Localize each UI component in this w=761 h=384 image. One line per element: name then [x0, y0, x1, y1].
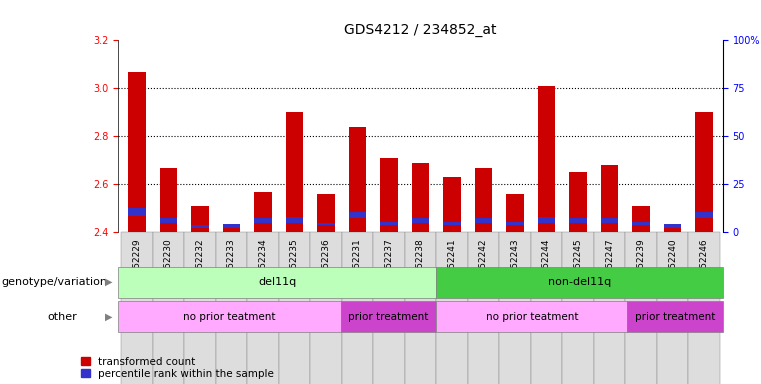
Bar [160, 167, 177, 232]
Bar [626, 232, 657, 384]
Bar [310, 232, 342, 384]
Bar [688, 232, 720, 384]
Bar [436, 232, 468, 384]
Text: ▶: ▶ [105, 277, 113, 287]
Bar [373, 232, 405, 384]
Bar [317, 194, 335, 232]
Bar [184, 232, 215, 384]
Bar [223, 227, 240, 232]
Text: ▶: ▶ [105, 312, 113, 322]
Text: genotype/variation: genotype/variation [2, 277, 107, 287]
Bar [121, 232, 153, 384]
Bar [664, 224, 681, 228]
Bar [468, 232, 499, 384]
Bar [380, 222, 397, 225]
Bar [285, 113, 303, 232]
Bar [279, 232, 310, 384]
Bar [153, 232, 184, 384]
Bar [349, 127, 366, 232]
Bar [191, 225, 209, 228]
Bar [506, 194, 524, 232]
Bar [506, 222, 524, 225]
Bar [475, 218, 492, 223]
Title: GDS4212 / 234852_at: GDS4212 / 234852_at [344, 23, 497, 36]
Bar [247, 232, 279, 384]
Text: other: other [47, 312, 77, 322]
Bar [562, 232, 594, 384]
Bar [569, 172, 587, 232]
Text: prior treatment: prior treatment [635, 312, 715, 322]
Bar [223, 224, 240, 228]
Bar [254, 192, 272, 232]
Legend: transformed count, percentile rank within the sample: transformed count, percentile rank withi… [81, 357, 274, 379]
Bar [594, 232, 626, 384]
Bar [444, 177, 460, 232]
Bar [538, 217, 556, 223]
Text: non-del11q: non-del11q [548, 277, 611, 287]
Bar [317, 223, 335, 225]
Bar [664, 227, 681, 232]
Bar [632, 222, 650, 225]
Bar [632, 206, 650, 232]
Bar [128, 71, 145, 232]
Bar [349, 212, 366, 218]
Bar [696, 212, 713, 218]
Bar [405, 232, 436, 384]
Bar [191, 206, 209, 232]
Bar [475, 167, 492, 232]
Bar [342, 232, 373, 384]
Text: no prior teatment: no prior teatment [183, 312, 275, 322]
Bar [601, 165, 618, 232]
Bar [215, 232, 247, 384]
Bar [569, 218, 587, 223]
Bar [412, 163, 429, 232]
Text: no prior teatment: no prior teatment [486, 312, 578, 322]
Bar [601, 218, 618, 223]
Bar [160, 218, 177, 223]
Bar [657, 232, 688, 384]
Bar [412, 218, 429, 223]
Bar [254, 218, 272, 223]
Text: prior treatment: prior treatment [349, 312, 428, 322]
Bar [444, 222, 460, 225]
Bar [285, 217, 303, 223]
Bar [696, 113, 713, 232]
Bar [530, 232, 562, 384]
Bar [128, 208, 145, 215]
Bar [380, 158, 397, 232]
Text: del11q: del11q [258, 277, 296, 287]
Bar [499, 232, 530, 384]
Bar [538, 86, 556, 232]
